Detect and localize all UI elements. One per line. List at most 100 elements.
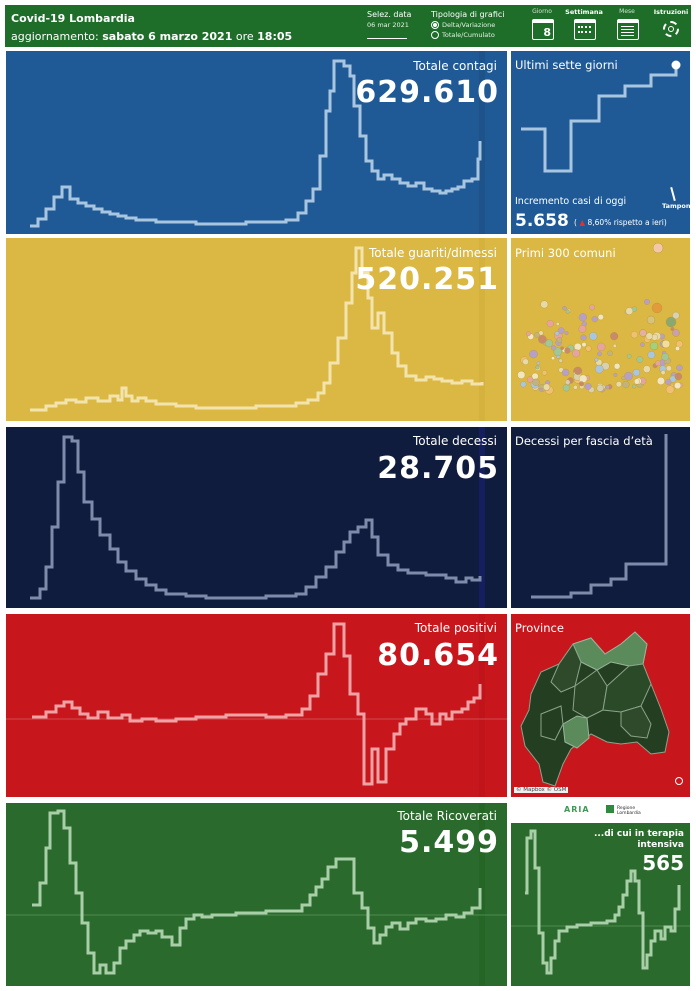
date-selector-value[interactable]: 06 mar 2021 — [367, 21, 409, 29]
comune-bubble[interactable] — [605, 384, 610, 390]
comune-bubble[interactable] — [675, 346, 680, 351]
comune-bubble[interactable] — [578, 381, 584, 387]
comune-bubble[interactable] — [574, 342, 582, 351]
option-total-row[interactable]: Totale/Cumulato — [431, 31, 521, 39]
comune-bubble[interactable] — [551, 356, 555, 361]
comune-bubble[interactable] — [630, 331, 639, 339]
comune-bubble[interactable] — [565, 309, 570, 314]
comune-bubble[interactable] — [541, 370, 548, 376]
comune-bubble[interactable] — [585, 345, 592, 352]
comune-bubble[interactable] — [624, 371, 633, 381]
comune-bubble[interactable] — [565, 379, 571, 385]
comune-bubble[interactable] — [555, 322, 560, 326]
comune-bubble[interactable] — [636, 356, 644, 363]
comune-bubble[interactable] — [558, 358, 563, 363]
comune-bubble[interactable] — [661, 353, 669, 361]
comune-bubble[interactable] — [578, 374, 588, 384]
comune-bubble[interactable] — [532, 378, 540, 387]
comune-bubble[interactable] — [538, 335, 547, 344]
comune-bubble[interactable] — [534, 332, 540, 338]
comune-bubble[interactable] — [597, 314, 604, 321]
comune-bubble[interactable] — [672, 329, 680, 337]
comune-bubble[interactable] — [622, 380, 630, 389]
comune-bubble[interactable] — [588, 331, 598, 341]
comune-bubble[interactable] — [632, 368, 641, 377]
comune-bubble[interactable] — [594, 364, 604, 374]
comune-bubble[interactable] — [674, 382, 682, 390]
comune-bubble[interactable] — [607, 350, 613, 357]
comune-bubble[interactable] — [562, 306, 567, 311]
comune-bubble[interactable] — [665, 385, 675, 394]
province-map[interactable] — [511, 614, 690, 797]
view-month-button[interactable]: Mese — [611, 8, 643, 40]
zoom-icon[interactable] — [675, 777, 683, 785]
comune-bubble[interactable] — [646, 315, 656, 325]
comune-bubble[interactable] — [556, 337, 563, 343]
comune-bubble[interactable] — [661, 339, 671, 349]
comune-bubble[interactable] — [573, 384, 578, 390]
comune-bubble[interactable] — [573, 366, 583, 375]
comune-bubble[interactable] — [545, 339, 553, 348]
comune-bubble[interactable] — [647, 351, 656, 359]
comune-bubble[interactable] — [672, 311, 680, 320]
comune-bubble[interactable] — [561, 368, 570, 377]
comune-bubble[interactable] — [649, 341, 659, 351]
comune-bubble[interactable] — [642, 365, 651, 373]
comune-bubble[interactable] — [581, 342, 587, 348]
comune-bubble[interactable] — [639, 342, 645, 348]
comune-bubble[interactable] — [560, 346, 564, 351]
comune-bubble[interactable] — [615, 381, 622, 388]
comune-bubble[interactable] — [520, 381, 527, 388]
comune-bubble[interactable] — [538, 387, 543, 392]
comune-bubble[interactable] — [639, 329, 647, 337]
comune-bubble[interactable] — [660, 370, 666, 376]
comune-bubble[interactable] — [656, 376, 665, 385]
comune-bubble[interactable] — [578, 325, 587, 333]
comune-bubble[interactable] — [676, 364, 683, 372]
comune-bubble[interactable] — [526, 376, 534, 383]
comune-bubble[interactable] — [596, 342, 606, 352]
comune-bubble[interactable] — [546, 319, 554, 328]
instructions-button[interactable]: Istruzioni — [651, 8, 691, 37]
comune-bubble[interactable] — [564, 331, 569, 336]
tamponi-button[interactable]: Tamponi — [662, 186, 690, 210]
comune-bubble[interactable] — [517, 370, 526, 379]
comune-bubble[interactable] — [522, 358, 529, 366]
comune-bubble[interactable] — [651, 302, 663, 314]
comune-bubble[interactable] — [652, 242, 664, 254]
comune-bubble[interactable] — [625, 307, 634, 315]
comune-bubble[interactable] — [543, 383, 551, 391]
comune-bubble[interactable] — [596, 384, 604, 392]
comune-bubble[interactable] — [665, 365, 672, 372]
comune-bubble[interactable] — [613, 362, 621, 370]
comune-bubble[interactable] — [612, 343, 617, 348]
view-week-button[interactable]: Settimana — [562, 8, 606, 40]
comune-bubble[interactable] — [674, 372, 683, 381]
comune-bubble[interactable] — [632, 384, 637, 389]
comune-bubble[interactable] — [670, 326, 675, 331]
comune-bubble[interactable] — [536, 361, 541, 365]
view-day-button[interactable]: Giorno 8 — [526, 8, 558, 40]
comune-bubble[interactable] — [540, 300, 549, 309]
comune-bubble[interactable] — [591, 315, 598, 323]
option-delta-row[interactable]: Delta/Variazione — [431, 21, 521, 29]
comune-bubble[interactable] — [564, 347, 571, 354]
comune-bubble[interactable] — [665, 378, 672, 386]
comune-bubble[interactable] — [633, 378, 640, 385]
comune-bubble[interactable] — [580, 334, 587, 341]
comune-bubble[interactable] — [643, 298, 650, 305]
comune-bubble[interactable] — [594, 357, 599, 362]
date-selector[interactable]: Selez. data 06 mar 2021 — [367, 10, 417, 39]
comune-bubble[interactable] — [529, 349, 538, 359]
comune-bubble[interactable] — [655, 360, 661, 367]
comune-bubble[interactable] — [553, 347, 563, 357]
comune-bubble[interactable] — [584, 382, 592, 390]
comune-bubble[interactable] — [554, 331, 560, 336]
comune-bubble[interactable] — [557, 327, 565, 335]
comune-bubble[interactable] — [621, 376, 626, 381]
comune-bubble[interactable] — [572, 349, 581, 358]
comune-bubble[interactable] — [645, 332, 653, 340]
comune-bubble[interactable] — [597, 351, 602, 357]
radio-delta[interactable] — [431, 21, 439, 29]
comune-bubble[interactable] — [535, 365, 540, 370]
